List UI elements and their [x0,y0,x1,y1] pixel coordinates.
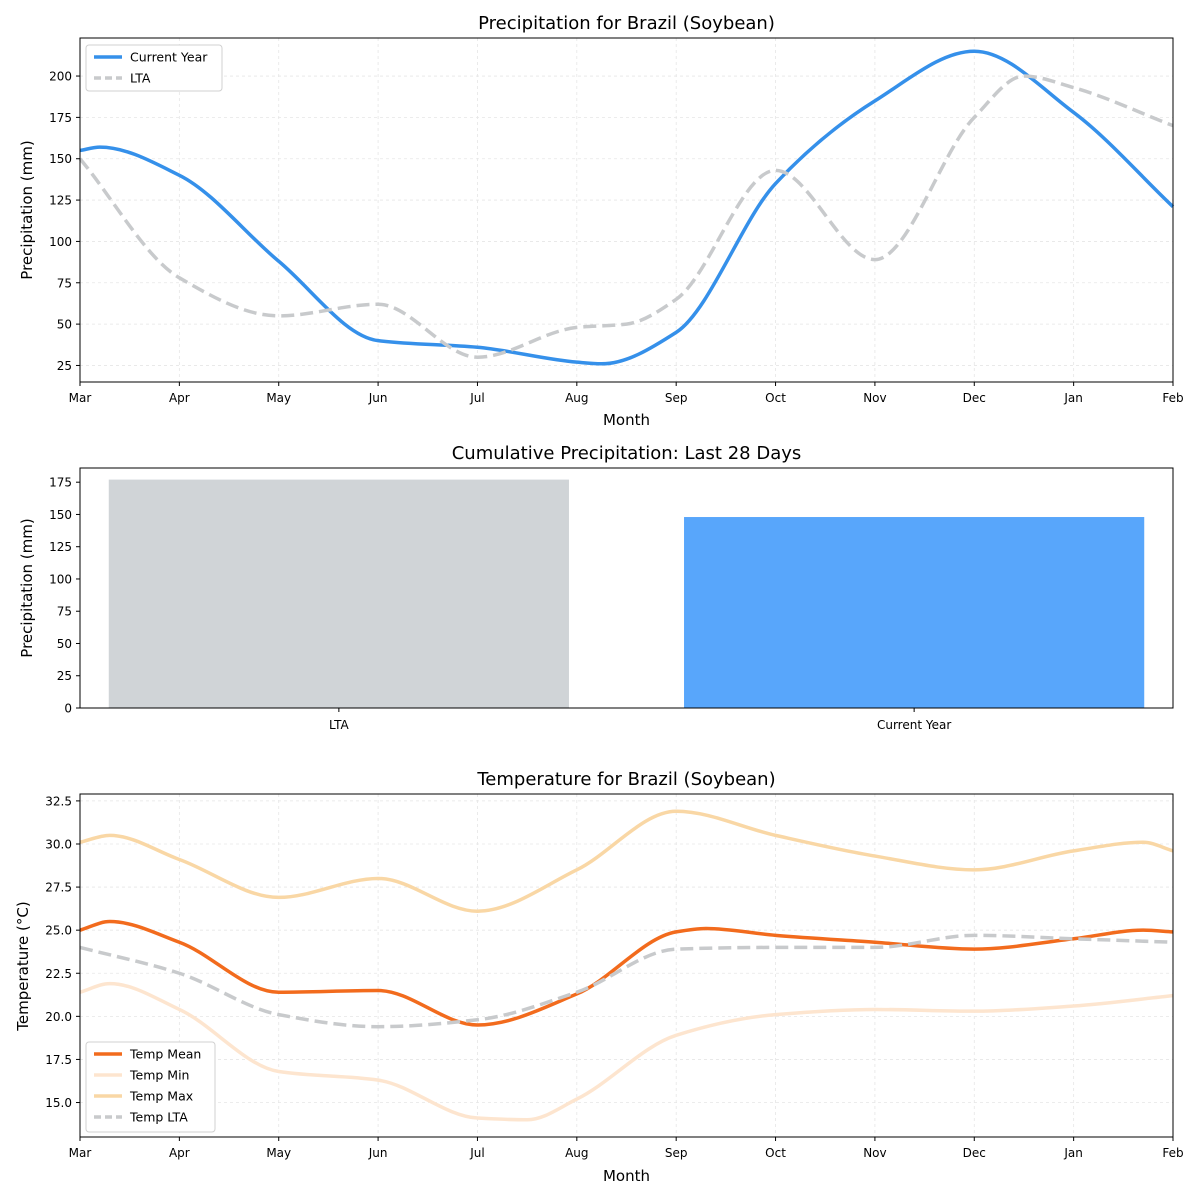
x-tick-label-nov: Nov [863,391,886,405]
y-tick-label: 17.5 [45,1053,72,1067]
y-tick-label: 25 [57,669,72,683]
x-tick-label-dec: Dec [963,1146,986,1160]
y-tick-label: 100 [49,572,72,586]
x-tick-label-jan: Jan [1063,1146,1083,1160]
y-axis-label: Temperature (°C) [14,901,32,1031]
bar-lta [108,479,569,708]
x-tick-label-may: May [266,1146,291,1160]
y-tick-label: 150 [49,152,72,166]
y-tick-label: 75 [57,276,72,290]
axes-frame [79,793,1174,1138]
y-tick-label: 27.5 [45,881,72,895]
y-tick-label: 125 [49,540,72,554]
legend: Current Year LTA [85,44,223,92]
legend-label-lta: LTA [130,71,151,86]
temperature-line-chart: Mar Apr May Jun Jul Aug Sep Oct Nov Dec Jan Feb 15.0… [14,769,1184,1185]
y-tick-label: 50 [57,637,72,651]
cumulative-precipitation-bar-chart: 0 25 50 75 100 125 150 175 LTA Current Year Cumul… [18,443,1174,732]
x-tick-label-feb: Feb [1162,391,1183,405]
legend-label-temp-min: Temp Min [129,1068,189,1083]
y-tick-label: 30.0 [45,837,72,851]
y-tick-label: 20.0 [45,1010,72,1024]
x-tick-label-jul: Jul [469,391,484,405]
x-tick-label-jan: Jan [1063,391,1083,405]
y-tick-label: 50 [57,318,72,332]
legend-label-temp-max: Temp Max [129,1089,193,1104]
y-tick-label: 100 [49,235,72,249]
x-axis-label: Month [603,1167,650,1185]
axes-frame [79,467,1174,709]
y-tick-label: 150 [49,508,72,522]
legend: Temp Mean Temp Min Temp Max Temp LTA [85,1041,216,1133]
y-tick-label: 175 [49,111,72,125]
y-tick-label: 15.0 [45,1096,72,1110]
chart-title: Temperature for Brazil (Soybean) [476,769,775,790]
y-tick-label: 32.5 [45,794,72,808]
x-tick-label-feb: Feb [1162,1146,1183,1160]
y-tick-label: 200 [49,70,72,84]
x-tick-label-mar: Mar [69,391,92,405]
y-tick-label: 125 [49,194,72,208]
x-tick-label-nov: Nov [863,1146,886,1160]
precipitation-line-chart: Mar Apr May Jun Jul Aug Sep Oct Nov Dec Jan Feb 25 50… [18,13,1184,429]
series-line-temp-min [79,981,1174,1122]
y-axis-label: Precipitation (mm) [18,518,36,657]
y-tick-label: 75 [57,605,72,619]
y-tick-label: 25 [57,359,72,373]
series-line-lta [78,74,1174,359]
series-line-temp-max [79,809,1174,913]
x-tick-label-current-year: Current Year [877,718,951,732]
x-tick-label-sep: Sep [665,1146,688,1160]
x-axis-label: Month [603,411,650,429]
x-tick-label-apr: Apr [169,391,190,405]
series-line-current-year [79,49,1175,366]
x-tick-label-may: May [266,391,291,405]
x-tick-label-jun: Jun [368,391,388,405]
bar-current-year [684,517,1145,708]
chart-title: Cumulative Precipitation: Last 28 Days [452,443,802,464]
y-tick-label: 22.5 [45,967,72,981]
y-tick-label: 25.0 [45,924,72,938]
y-tick-label: 0 [64,702,72,716]
y-axis-label: Precipitation (mm) [18,140,36,279]
x-tick-label-oct: Oct [765,391,786,405]
x-tick-label-dec: Dec [963,391,986,405]
legend-label-current-year: Current Year [130,50,208,65]
legend-label-temp-lta: Temp LTA [129,1110,188,1125]
x-tick-label-sep: Sep [665,391,688,405]
x-tick-label-apr: Apr [169,1146,190,1160]
x-tick-label-mar: Mar [69,1146,92,1160]
legend-label-temp-mean: Temp Mean [129,1047,201,1062]
axes-frame [79,37,1174,383]
x-tick-label-aug: Aug [565,391,588,405]
y-tick-label: 175 [49,476,72,490]
chart-title: Precipitation for Brazil (Soybean) [478,13,775,34]
x-tick-label-oct: Oct [765,1146,786,1160]
x-tick-label-jun: Jun [368,1146,388,1160]
series-line-temp-mean [79,919,1174,1027]
x-tick-label-lta: LTA [329,718,349,732]
legend-box [85,1041,216,1133]
x-tick-label-jul: Jul [469,1146,484,1160]
x-tick-label-aug: Aug [565,1146,588,1160]
series-line-temp-lta [79,933,1174,1029]
